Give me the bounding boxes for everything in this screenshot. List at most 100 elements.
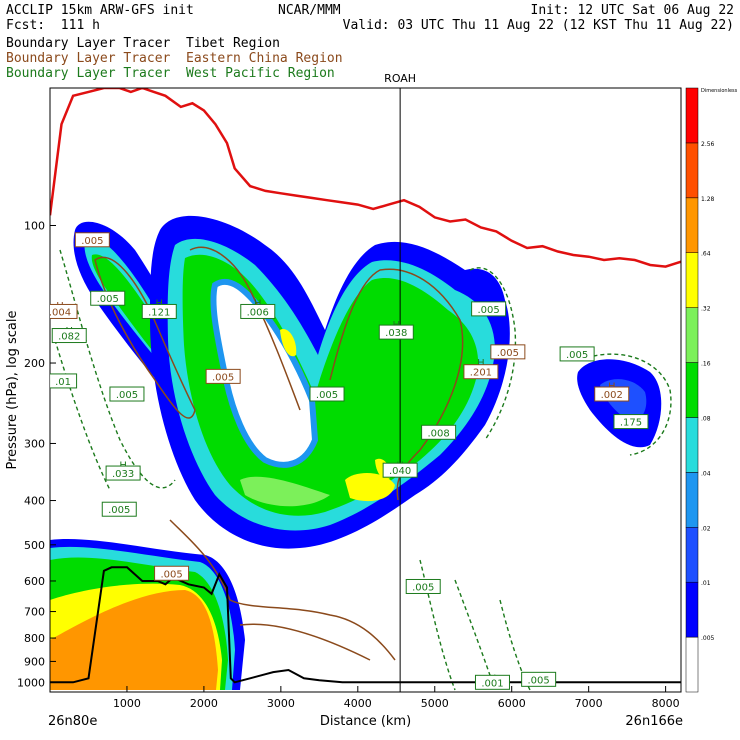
tracer-field xyxy=(50,215,672,691)
header-right-1: Init: 12 UTC Sat 06 Aug 22 xyxy=(530,3,735,18)
x-tick-label: 6000 xyxy=(498,697,526,710)
contour-label-box xyxy=(382,462,418,478)
contour-label-text: .005 xyxy=(412,582,434,593)
y-tick-label: 800 xyxy=(24,632,45,645)
contour-label-text: .01 xyxy=(55,377,71,388)
contour-label-box xyxy=(490,344,526,360)
contour-label-text: .005 xyxy=(81,236,103,247)
colorbar-swatch xyxy=(685,252,699,308)
colorbar-level-label: .16 xyxy=(701,361,711,368)
contour-label: .033 xyxy=(105,465,141,481)
contour-label-box xyxy=(521,671,557,687)
contour-label-box xyxy=(109,386,145,402)
tropopause-line xyxy=(50,88,681,268)
x-start-label: 26n80e xyxy=(48,714,97,729)
y-tick-label: 900 xyxy=(24,655,45,668)
x-end-label: 26n166e xyxy=(625,714,683,729)
contour-label-text: .175 xyxy=(620,418,642,429)
header-left-1: ACCLIP 15km ARW-GFS init xyxy=(6,3,194,18)
contour-label-box xyxy=(205,368,241,384)
contour-label: H xyxy=(477,358,485,369)
contour-west-pacific-3 xyxy=(579,353,672,456)
contour-label-text: H xyxy=(254,298,262,309)
tracer-yellow-patch-1 xyxy=(345,473,395,502)
y-tick-label: 1000 xyxy=(17,676,45,689)
colorbar-level-label: .04 xyxy=(701,470,711,477)
contour-label-box xyxy=(309,386,345,402)
contour-label: .005 xyxy=(490,344,526,360)
legend-west-pacific: Boundary Layer Tracer West Pacific Regio… xyxy=(6,66,335,81)
colorbar-level-label: 1.28 xyxy=(701,196,715,203)
contour-label-box xyxy=(50,373,78,389)
contour-label-box xyxy=(105,465,141,481)
contour-label-text: .005 xyxy=(497,348,519,359)
contour-label: .005 xyxy=(309,386,345,402)
x-axis-label: Distance (km) xyxy=(320,714,411,729)
contour-label-text: .002 xyxy=(601,390,623,401)
contour-label-box xyxy=(471,301,507,317)
colorbar-level-label: .32 xyxy=(701,306,711,313)
contour-label-text: .005 xyxy=(477,305,499,316)
colorbar-swatch xyxy=(685,581,699,638)
contour-label: .006 xyxy=(240,303,276,319)
contour-label: .01 xyxy=(50,373,78,389)
y-tick-label: 700 xyxy=(24,606,45,619)
x-tick-label: 5000 xyxy=(421,697,449,710)
contour-label: .005 xyxy=(471,301,507,317)
contour-label-text: .005 xyxy=(528,675,550,686)
contour-label: .005 xyxy=(154,565,190,581)
contour-label: H xyxy=(254,298,262,309)
contour-label: .001 xyxy=(474,674,510,690)
contour-label: .004 xyxy=(49,303,78,319)
contour-label: .005 xyxy=(559,346,595,362)
contour-label: .005 xyxy=(405,578,441,594)
colorbar-swatch xyxy=(685,197,699,253)
x-tick-label: 4000 xyxy=(344,697,372,710)
tracer-yellow-patch-2 xyxy=(280,329,297,357)
plot-frame xyxy=(49,87,682,693)
contour-label: H xyxy=(156,298,164,309)
x-tick-label: 7000 xyxy=(575,697,603,710)
contour-label-text: .006 xyxy=(247,307,269,318)
colorbar-swatch xyxy=(685,636,699,693)
contour-label-text: .005 xyxy=(116,390,138,401)
contour-label-box xyxy=(559,346,595,362)
y-tick-label: 300 xyxy=(24,437,45,450)
colorbar-level-label: .005 xyxy=(701,635,715,642)
contour-label-text: .121 xyxy=(148,307,170,318)
contour-label-box xyxy=(463,364,499,380)
contour-label-text: .004 xyxy=(49,307,71,318)
colorbar-swatch xyxy=(685,362,699,418)
colorbar-swatch xyxy=(685,527,699,583)
header-left-2: Fcst: 111 h xyxy=(6,18,100,33)
colorbar-level-label: .01 xyxy=(701,580,711,587)
contour-label: .038 xyxy=(378,324,414,340)
contour-west-pacific-2 xyxy=(469,267,517,441)
contour-label: .008 xyxy=(421,424,457,440)
contour-label: .040 xyxy=(382,462,418,478)
contour-label-box xyxy=(51,328,87,344)
header-right-2: Valid: 03 UTC Thu 11 Aug 22 (12 KST Thu … xyxy=(342,18,734,33)
x-tick-label: 3000 xyxy=(267,697,295,710)
contour-label-text: .040 xyxy=(389,466,411,477)
contour-label: .005 xyxy=(109,386,145,402)
y-tick-label: 100 xyxy=(24,220,45,233)
contour-label-box xyxy=(240,303,276,319)
contour-label-box xyxy=(594,386,630,402)
contour-label-text: .005 xyxy=(566,350,588,361)
legend-eastern-china: Boundary Layer Tracer Eastern China Regi… xyxy=(6,51,343,66)
y-tick-label: 400 xyxy=(24,495,45,508)
y-tick-label: 600 xyxy=(24,575,45,588)
contour-label: .005 xyxy=(205,368,241,384)
contour-label-box xyxy=(90,290,126,306)
contour-label-text: .001 xyxy=(481,678,503,689)
contour-label-text: H xyxy=(156,298,164,309)
colorbar-level-label: 2.56 xyxy=(701,141,715,148)
contour-label: .005 xyxy=(521,671,557,687)
contour-west-pacific-1 xyxy=(54,249,176,491)
tracer-boundary-layer-orange xyxy=(50,590,218,690)
contour-label: .005 xyxy=(101,501,137,517)
colorbar-swatch xyxy=(685,307,699,363)
contour-label: .002 xyxy=(594,386,630,402)
x-tick-label: 2000 xyxy=(190,697,218,710)
